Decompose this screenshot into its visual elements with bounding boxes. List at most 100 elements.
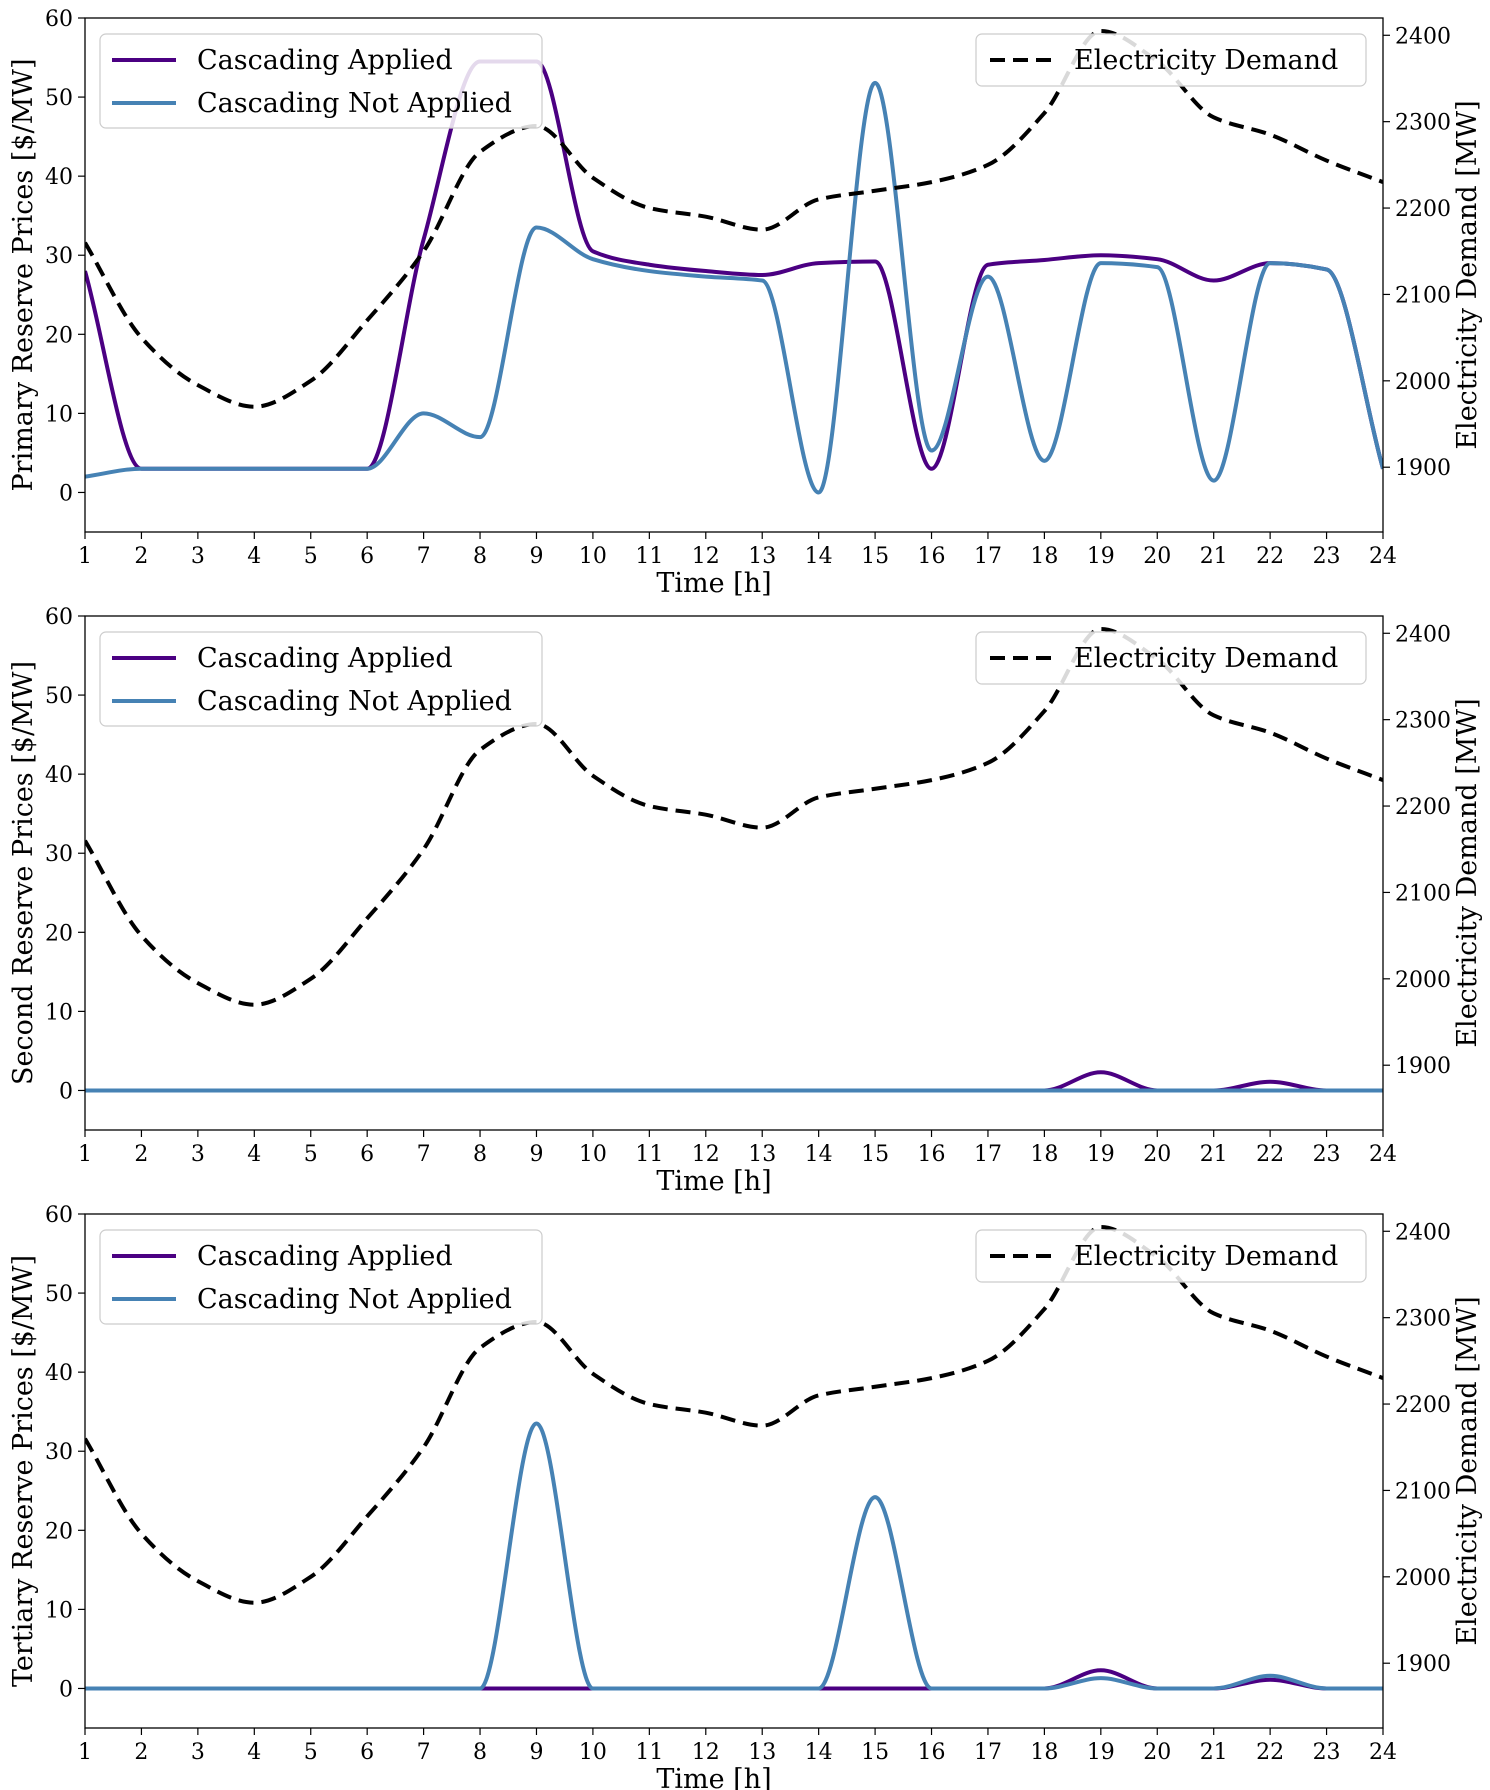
x-tick-label: 16: [918, 544, 946, 569]
x-tick-label: 1: [78, 544, 92, 569]
x-tick-label: 4: [247, 544, 261, 569]
x-tick-label: 10: [579, 1740, 607, 1765]
x-tick-label: 21: [1200, 1142, 1228, 1167]
series-lines: [85, 626, 1383, 1093]
y-tick-label: 10: [45, 1598, 73, 1623]
y2-tick-label: 1900: [1395, 1054, 1451, 1079]
x-tick-label: 6: [360, 544, 374, 569]
x-tick-label: 4: [247, 1142, 261, 1167]
x-tick-label: 24: [1369, 544, 1397, 569]
legend-right-box: [975, 1229, 1367, 1283]
x-tick-label: 9: [529, 1740, 543, 1765]
y-tick-label: 50: [45, 684, 73, 709]
y2-tick-label: 2400: [1395, 622, 1451, 647]
x-axis-label: Time [h]: [656, 1166, 771, 1197]
x-tick-label: 20: [1143, 544, 1171, 569]
x-tick-label: 24: [1369, 1740, 1397, 1765]
x-axis-label: Time [h]: [656, 568, 771, 599]
legend-left: Cascading Applied Cascading Not Applied: [99, 33, 543, 129]
x-tick-label: 2: [134, 544, 148, 569]
x-tick-label: 15: [861, 544, 889, 569]
x-axis-label: Time [h]: [656, 1764, 771, 1790]
x-tick-label: 15: [861, 1740, 889, 1765]
y-tick-label: 50: [45, 1282, 73, 1307]
series-lines: [85, 1224, 1383, 1691]
y2-tick-label: 2400: [1395, 24, 1451, 49]
legend-left-box: [99, 33, 543, 129]
x-tick-label: 4: [247, 1740, 261, 1765]
x-axis: 1 2 3 4 5 6 7 8 9 10 11 12 13 14 15 16 17 18 19 20 21 22 23 24T…: [78, 1130, 1397, 1197]
series-line-cascading-not-applied: [85, 80, 1383, 495]
y-tick-label: 60: [45, 7, 73, 32]
x-tick-label: 22: [1256, 1740, 1284, 1765]
y-tick-label: 40: [45, 1361, 73, 1386]
y-axis-left: 0 10 20 30 40 50 60 Tertiary Reserve Prices [$/…: [8, 1203, 85, 1702]
x-tick-label: 12: [692, 1740, 720, 1765]
legend-label: Cascading Applied: [197, 1241, 453, 1272]
legend-right: Electricity Demand: [975, 33, 1367, 87]
series-lines: [85, 28, 1383, 495]
x-tick-label: 17: [974, 1740, 1002, 1765]
y2-tick-label: 2300: [1395, 111, 1451, 136]
chart-panel-3: 1 2 3 4 5 6 7 8 9 10 11 12 13 14 15 16 17 18 19 20 21 22 23 24T…: [8, 1203, 1483, 1790]
series-line-electricity-demand: [85, 1224, 1383, 1605]
x-tick-label: 11: [635, 544, 663, 569]
plot-frame: [84, 615, 1384, 1131]
x-tick-label: 22: [1256, 1142, 1284, 1167]
y-tick-label: 20: [45, 1519, 73, 1544]
y2-tick-label: 2400: [1395, 1220, 1451, 1245]
y-tick-label: 60: [45, 605, 73, 630]
x-tick-label: 3: [191, 544, 205, 569]
x-tick-label: 8: [473, 1142, 487, 1167]
x-tick-label: 21: [1200, 1740, 1228, 1765]
series-line-cascading-applied: [85, 1668, 1383, 1691]
x-tick-label: 12: [692, 1142, 720, 1167]
legend-left-box: [99, 631, 543, 727]
y-tick-label: 20: [45, 921, 73, 946]
y-tick-label: 0: [59, 1079, 73, 1104]
y2-tick-label: 2300: [1395, 1307, 1451, 1332]
y-axis-left: 0 10 20 30 40 50 60 Primary Reserve Prices [$/M…: [8, 7, 85, 506]
legend-label: Cascading Not Applied: [197, 1284, 512, 1315]
series-line-cascading-not-applied: [85, 1421, 1383, 1691]
legend-label: Cascading Not Applied: [197, 88, 512, 119]
y-axis-right: 1900 2000 2100 2200 2300 2400 Electricity Dema…: [1383, 1220, 1483, 1677]
plot-frame: [84, 1213, 1384, 1729]
x-tick-label: 14: [805, 1740, 833, 1765]
y2-tick-label: 2000: [1395, 370, 1451, 395]
x-tick-label: 3: [191, 1740, 205, 1765]
x-tick-label: 10: [579, 544, 607, 569]
legend-right: Electricity Demand: [975, 631, 1367, 685]
x-tick-label: 5: [304, 1740, 318, 1765]
y-tick-label: 60: [45, 1203, 73, 1228]
x-tick-label: 5: [304, 1142, 318, 1167]
x-tick-label: 11: [635, 1740, 663, 1765]
x-tick-label: 24: [1369, 1142, 1397, 1167]
x-tick-label: 1: [78, 1740, 92, 1765]
x-tick-label: 19: [1087, 1740, 1115, 1765]
y-tick-label: 0: [59, 1677, 73, 1702]
x-tick-label: 19: [1087, 544, 1115, 569]
legend-label: Cascading Applied: [197, 643, 453, 674]
y-axis-label: Tertiary Reserve Prices [$/MW]: [8, 1255, 39, 1687]
y-tick-label: 10: [45, 402, 73, 427]
y-tick-label: 20: [45, 323, 73, 348]
x-tick-label: 7: [417, 544, 431, 569]
x-tick-label: 8: [473, 544, 487, 569]
y2-tick-label: 2200: [1395, 197, 1451, 222]
x-tick-label: 23: [1313, 1740, 1341, 1765]
y2-tick-label: 2000: [1395, 968, 1451, 993]
x-tick-label: 10: [579, 1142, 607, 1167]
x-tick-label: 17: [974, 1142, 1002, 1167]
x-tick-label: 14: [805, 544, 833, 569]
x-axis: 1 2 3 4 5 6 7 8 9 10 11 12 13 14 15 16 17 18 19 20 21 22 23 24T…: [78, 532, 1397, 599]
y2-tick-label: 2200: [1395, 795, 1451, 820]
x-tick-label: 13: [748, 1142, 776, 1167]
x-tick-label: 20: [1143, 1142, 1171, 1167]
y-axis-left: 0 10 20 30 40 50 60 Second Reserve Prices [$/MW…: [8, 605, 85, 1104]
y-axis-label: Second Reserve Prices [$/MW]: [8, 661, 39, 1085]
x-tick-label: 18: [1030, 1142, 1058, 1167]
legend-label: Cascading Applied: [197, 45, 453, 76]
y2-tick-label: 1900: [1395, 456, 1451, 481]
series-line-cascading-applied: [85, 1070, 1383, 1093]
